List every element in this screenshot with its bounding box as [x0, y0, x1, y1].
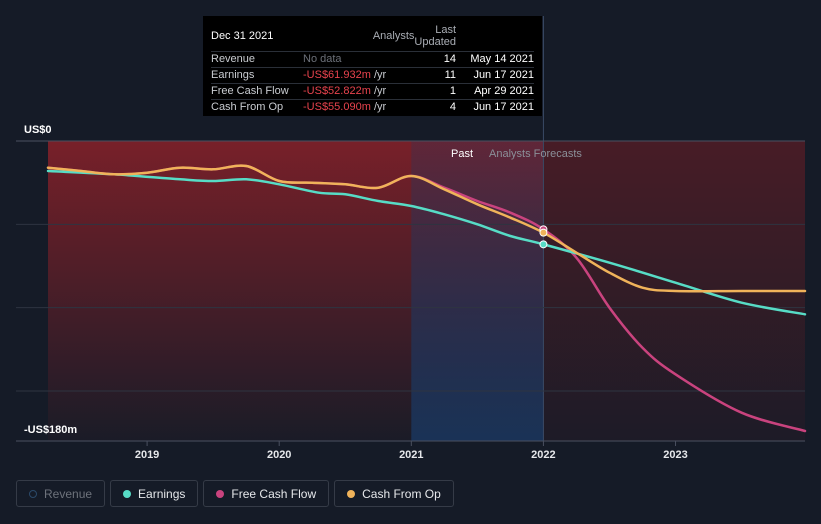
tooltip-updated: Jun 17 2021 [456, 67, 534, 84]
tooltip-analysts: 11 [414, 67, 456, 84]
x-tick-label: 2019 [135, 449, 159, 461]
tooltip-metric: Cash From Op [211, 99, 303, 115]
tooltip-metric: Free Cash Flow [211, 83, 303, 100]
revenue-dot-icon [29, 489, 37, 498]
tooltip-row-free-cash-flow: Free Cash Flow -US$52.822m /yr 1 Apr 29 … [211, 83, 534, 100]
highlight-band [411, 141, 544, 441]
cash-from-op-marker [539, 228, 548, 237]
forecast-label: Analysts Forecasts [489, 148, 582, 160]
tooltip-col-analysts: Analysts [372, 30, 415, 42]
tooltip-updated: Jun 17 2021 [456, 99, 534, 115]
tooltip-row-earnings: Earnings -US$61.932m /yr 11 Jun 17 2021 [211, 67, 534, 84]
legend-earnings-button[interactable]: Earnings [110, 480, 199, 507]
tooltip-value: -US$61.932m /yr [303, 67, 415, 84]
x-tick-label: 2021 [399, 449, 423, 461]
tooltip-row-cash-from-op: Cash From Op -US$55.090m /yr 4 Jun 17 20… [211, 99, 534, 115]
legend-free-cash-flow-button[interactable]: Free Cash Flow [203, 480, 330, 507]
free-cash-flow-dot-icon [216, 489, 225, 498]
tooltip-value: -US$52.822m /yr [303, 83, 415, 100]
tooltip-metric: Earnings [211, 67, 303, 84]
y-top-label: US$0 [24, 124, 52, 136]
legend-label: Earnings [138, 486, 186, 501]
chart-legend: Revenue Earnings Free Cash Flow Cash Fro… [16, 480, 454, 509]
tooltip-updated: Apr 29 2021 [456, 83, 534, 100]
x-tick-label: 2023 [663, 449, 687, 461]
legend-revenue-button[interactable]: Revenue [16, 480, 106, 507]
y-bottom-label: -US$180m [24, 424, 77, 436]
legend-cash-from-op-button[interactable]: Cash From Op [334, 480, 454, 507]
past-label: Past [451, 148, 473, 160]
earnings-line [46, 169, 807, 316]
tooltip-date: Dec 31 2021 [211, 30, 274, 42]
tooltip-value: No data [303, 51, 415, 68]
data-tooltip: Dec 31 2021 Analysts Last Updated Revenu… [203, 16, 542, 116]
legend-label: Cash From Op [362, 486, 441, 501]
x-tick-label: 2022 [531, 449, 555, 461]
tooltip-analysts: 4 [414, 99, 456, 115]
cash-from-op-dot-icon [347, 489, 356, 498]
legend-label: Free Cash Flow [231, 486, 317, 501]
earnings-dot-icon [123, 489, 132, 498]
tooltip-metric: Revenue [211, 51, 303, 68]
tooltip-analysts: 14 [414, 51, 456, 68]
x-tick-label: 2020 [267, 449, 291, 461]
tooltip-analysts: 1 [414, 83, 456, 100]
tooltip-value: -US$55.090m /yr [303, 99, 415, 115]
earnings-marker [539, 240, 548, 249]
tooltip-updated: May 14 2021 [456, 51, 534, 68]
cash-from-op-line [46, 164, 807, 293]
legend-label: Revenue [44, 486, 93, 501]
tooltip-row-revenue: Revenue No data 14 May 14 2021 [211, 51, 534, 68]
tooltip-col-updated: Last Updated [414, 24, 457, 48]
